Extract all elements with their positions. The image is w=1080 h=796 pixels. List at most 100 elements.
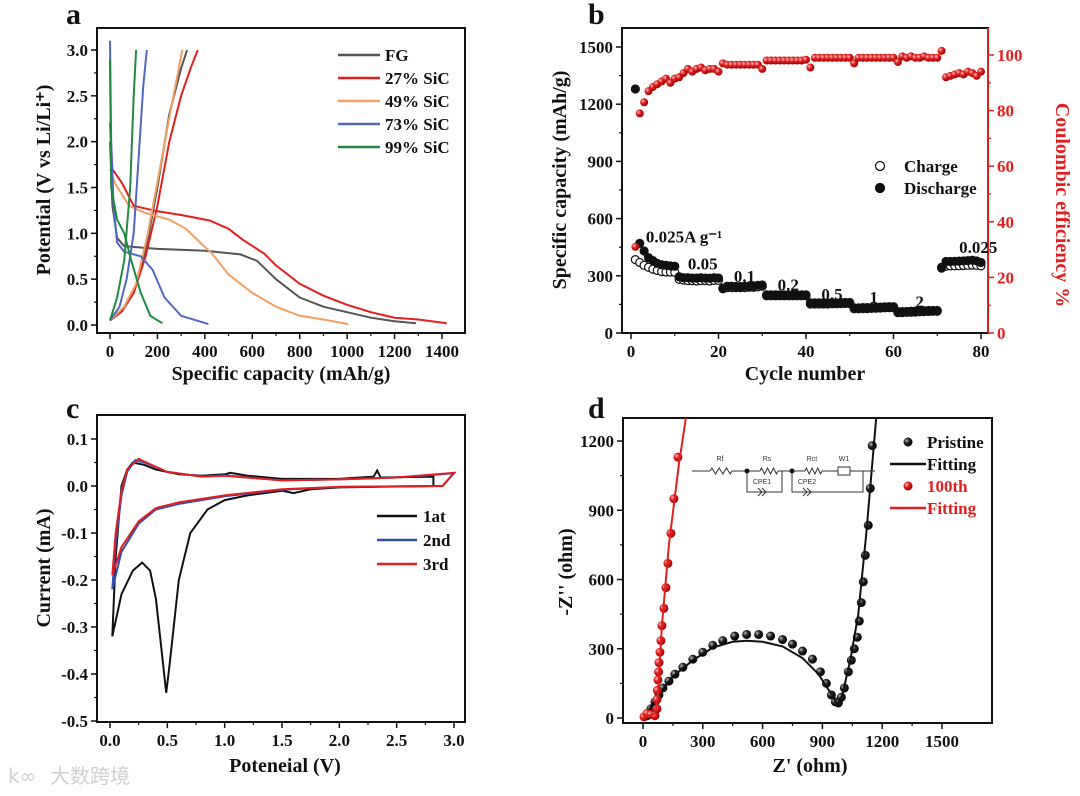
- equivalent-circuit-inset: Rf Rs Rct W1 CPE1 CPE2: [692, 456, 875, 497]
- x-tick-label: 60: [885, 342, 902, 361]
- y-tick-label: 2.0: [67, 133, 88, 152]
- y-tick-label: 0: [605, 324, 614, 343]
- legend-label: 73% SiC: [385, 115, 450, 134]
- x-tick-label: 400: [192, 342, 218, 361]
- discharge-curve: [109, 168, 349, 326]
- x-tick-label: 200: [145, 342, 171, 361]
- discharge-curve: [109, 123, 447, 325]
- panel-label: c: [66, 392, 79, 425]
- ce-point: [850, 59, 859, 68]
- legend-label: Charge: [904, 157, 958, 176]
- discharge-point: [801, 290, 811, 300]
- resistor-rf-icon: [709, 467, 733, 475]
- y-tick-label: 1500: [579, 38, 613, 57]
- ce-point: [631, 242, 640, 251]
- data-point: [742, 629, 752, 639]
- charge-curve: [109, 49, 148, 321]
- ce-point: [802, 55, 810, 64]
- axes: 0 20 40 60 80 0 300 600 900 1200 1500 0 20 40 60 80 100: [579, 27, 1023, 361]
- x-tick-label: 300: [690, 732, 716, 751]
- panel-d: d 0 300 600 900 1200 1500 0 300 600 900 1200 Z' (ohm…: [555, 392, 993, 777]
- legend-marker: [903, 481, 913, 491]
- x-tick-label: 0.5: [157, 731, 178, 750]
- legend-label: Discharge: [904, 179, 977, 198]
- y-tick-label: -0.4: [61, 665, 88, 684]
- legend-label: 99% SiC: [385, 138, 450, 157]
- x-tick-label: 600: [750, 732, 776, 751]
- rate-label: 2: [915, 293, 924, 312]
- series-1at: [111, 461, 435, 693]
- charge-curve: [109, 49, 184, 322]
- data-point: [797, 646, 807, 656]
- legend-label: Pristine: [927, 433, 984, 452]
- y-tick-label: -0.3: [61, 618, 88, 637]
- y-tick-label: 0.1: [67, 430, 88, 449]
- axes: 0.0 0.5 1.0 1.5 2.0 2.5 3.0 0.1 0.0 -0.1 -0.2 -0.3 -…: [61, 414, 466, 750]
- y-tick-label: 1200: [580, 432, 614, 451]
- curve: [644, 418, 878, 719]
- legend: Charge Discharge: [874, 157, 977, 198]
- y-tick-label: 1.5: [67, 179, 88, 198]
- y-tick-label: 300: [589, 640, 615, 659]
- discharge-curve: [109, 59, 163, 325]
- x-tick-label: 0: [106, 342, 115, 361]
- data-point: [778, 635, 788, 645]
- x-tick-label: 900: [810, 732, 836, 751]
- y-tick-label: 80: [997, 102, 1014, 121]
- legend-marker: [903, 437, 913, 447]
- data-point: [867, 441, 877, 451]
- legend: 1at 2nd 3rd: [377, 507, 451, 574]
- y-tick-label: 0: [606, 709, 615, 728]
- legend-label: 100th: [927, 477, 968, 496]
- x-tick-label: 3.0: [443, 731, 464, 750]
- series-99-sic: [109, 49, 163, 325]
- ce-point: [937, 46, 946, 55]
- plot-area: [639, 418, 878, 722]
- node: [744, 468, 750, 474]
- data-point: [754, 629, 764, 639]
- panel-label: b: [588, 0, 605, 31]
- watermark-text: 大数跨境: [50, 764, 130, 788]
- data-point: [730, 631, 740, 641]
- curve: [642, 418, 687, 719]
- y-tick-label: 900: [588, 152, 614, 171]
- warburg-icon: [837, 466, 851, 476]
- x-tick-label: 0: [639, 732, 648, 751]
- cpe1-icon: [761, 487, 767, 497]
- ce-point: [893, 57, 902, 66]
- x-axis-title: Cycle number: [745, 363, 866, 385]
- y-tick-label: 300: [588, 267, 614, 286]
- x-tick-label: 1200: [865, 732, 899, 751]
- discharge-curve: [109, 141, 416, 325]
- y-axis-title: Current (mA): [33, 508, 55, 627]
- panel-label: d: [588, 392, 605, 425]
- cpe2-branch: [791, 471, 864, 493]
- x-tick-label: 800: [287, 342, 313, 361]
- x-tick-label: 600: [240, 342, 266, 361]
- series-49-sic: [109, 49, 349, 326]
- y-tick-label: 0: [997, 324, 1006, 343]
- watermark: k∞ 大数跨境: [8, 764, 130, 788]
- plot-frame: [622, 417, 993, 724]
- discharge-point: [630, 84, 640, 94]
- y-axis-title: Potential (V vs Li/Li⁺): [33, 85, 55, 276]
- y-tick-label: -0.1: [61, 524, 88, 543]
- series-coulombic-efficiency: [631, 46, 985, 251]
- ce-point: [635, 109, 644, 118]
- y-tick-label: 600: [588, 210, 614, 229]
- plot-frame: [96, 27, 466, 334]
- rate-label: 0.2: [778, 275, 799, 294]
- axes: 0 200 400 600 800 1000 1200 1400 0.0 0.5 1.0 1.5 2.0…: [67, 27, 466, 361]
- y-tick-label: 2.5: [67, 87, 88, 106]
- data-point: [807, 654, 817, 664]
- y-axis-title: -Z'' (ohm): [555, 528, 577, 615]
- y-tick-label: -0.2: [61, 571, 88, 590]
- x-tick-label: 1000: [330, 342, 364, 361]
- circuit-label: CPE2: [798, 479, 816, 486]
- legend-label: 49% SiC: [385, 92, 450, 111]
- y-axis-title: Specific capacity (mAh/g): [549, 71, 571, 290]
- charge-curve: [109, 49, 189, 322]
- ce-point: [933, 53, 942, 62]
- discharge-point: [713, 273, 724, 283]
